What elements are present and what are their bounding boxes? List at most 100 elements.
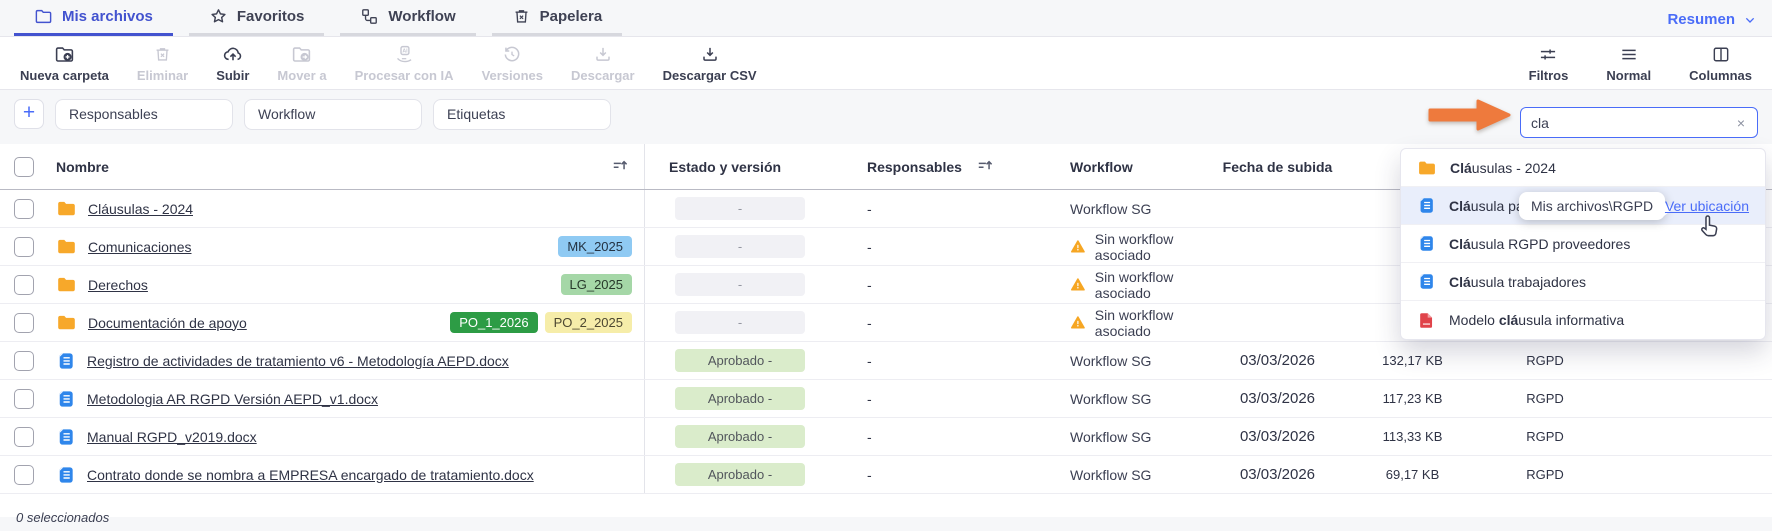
download-csv-button[interactable]: Descargar CSV (663, 44, 757, 83)
search-result-item[interactable]: Cláusula trabajadores (1401, 263, 1765, 301)
folder-icon (58, 201, 75, 216)
tab-label: Mis archivos (62, 8, 153, 25)
file-name-link[interactable]: Derechos (88, 276, 148, 293)
folder-icon (35, 9, 52, 24)
tab-bar: Mis archivos Favoritos Workflow Papelera… (0, 0, 1772, 36)
file-name-link[interactable]: Metodologia AR RGPD Versión AEPD_v1.docx (87, 390, 379, 407)
file-name-link[interactable]: Cláusulas - 2024 (88, 200, 194, 217)
folder-icon (58, 315, 75, 330)
density-icon (1621, 49, 1637, 59)
workflow-value: Workflow SG (1070, 200, 1152, 217)
tab-favoritos[interactable]: Favoritos (188, 1, 325, 36)
table-row: Comunicaciones MK_2025 - - Sin workflow … (0, 228, 1772, 266)
table-row: Contrato donde se nombra a EMPRESA encar… (0, 456, 1772, 494)
ai-process-button: Procesar con IA (355, 44, 454, 83)
ver-ubicacion-link[interactable]: Ver ubicación (1664, 197, 1749, 214)
status-badge: - (675, 273, 805, 296)
table-row: Manual RGPD_v2019.docx Aprobado - - Work… (0, 418, 1772, 456)
filters-button[interactable]: Filtros (1528, 44, 1569, 83)
responsables-value: - (867, 428, 872, 445)
row-checkbox[interactable] (14, 464, 34, 485)
tab-papelera[interactable]: Papelera (491, 1, 623, 36)
chevron-down-icon (1745, 17, 1755, 23)
rgpd-label: RGPD (1526, 353, 1564, 368)
sort-name-icon[interactable] (611, 157, 630, 176)
versions-button: Versiones (482, 44, 543, 83)
search-result-item[interactable]: Cláusula para c Mis archivos\RGPD Ver ub… (1401, 187, 1765, 237)
search-result-item[interactable]: Cláusulas - 2024 (1401, 149, 1765, 187)
workflow-value: Sin workflow asociado (1094, 230, 1174, 263)
toolbar: Nueva carpeta Eliminar Subir Mover a Pro… (0, 36, 1772, 90)
tag-badge: PO_2_2025 (544, 312, 632, 333)
header-fecha-subida: Fecha de subida (1222, 158, 1333, 175)
file-size: 113,33 KB (1382, 429, 1443, 444)
row-checkbox[interactable] (14, 198, 34, 219)
search-results-dropdown: Cláusulas - 2024 Cláusula para c Mis arc… (1400, 148, 1766, 340)
table-row: Metodologia AR RGPD Versión AEPD_v1.docx… (0, 380, 1772, 418)
search-input[interactable] (1531, 114, 1735, 131)
button-label: Procesar con IA (354, 67, 454, 83)
warning-icon (1070, 316, 1085, 329)
result-text: Cláusula trabajadores (1449, 273, 1586, 290)
toolbar-view-group: Filtros Normal Columnas (1491, 44, 1752, 83)
button-label: Descargar (571, 67, 635, 83)
workflow-value: Sin workflow asociado (1094, 268, 1174, 301)
search-result-item[interactable]: Cláusula RGPD proveedores (1401, 225, 1765, 263)
tab-label: Favoritos (236, 8, 305, 25)
move-to-icon (293, 46, 311, 62)
filter-etiquetas[interactable]: Etiquetas (433, 98, 611, 130)
new-folder-button[interactable]: Nueva carpeta (20, 44, 109, 83)
tab-mis-archivos[interactable]: Mis archivos (14, 1, 173, 36)
table-row: Cláusulas - 2024 - - Workflow SG (0, 190, 1772, 228)
resumen-label: Resumen (1667, 11, 1735, 28)
add-filter-button[interactable]: + (14, 99, 44, 129)
button-label: Columnas (1689, 67, 1752, 83)
move-to-button: Mover a (277, 44, 327, 83)
row-checkbox[interactable] (14, 274, 34, 295)
trash-icon (514, 10, 528, 23)
file-name-link[interactable]: Comunicaciones (88, 238, 192, 255)
status-badge: - (675, 197, 805, 220)
button-label: Subir (216, 67, 250, 83)
folder-icon (58, 277, 75, 292)
status-badge: Aprobado - (675, 349, 805, 372)
resumen-dropdown[interactable]: Resumen (1667, 11, 1758, 36)
file-name-link[interactable]: Documentación de apoyo (88, 314, 247, 331)
row-checkbox[interactable] (14, 388, 34, 409)
workflow-value: Workflow SG (1070, 428, 1152, 445)
filter-responsables[interactable]: Responsables (55, 98, 233, 130)
tab-label: Papelera (539, 8, 603, 25)
sort-responsables-icon[interactable] (976, 157, 995, 176)
density-button[interactable]: Normal (1606, 44, 1651, 83)
file-name-link[interactable]: Manual RGPD_v2019.docx (87, 428, 257, 445)
filter-workflow[interactable]: Workflow (244, 98, 422, 130)
header-nombre: Nombre (56, 158, 109, 175)
search-result-item[interactable]: Modelo cláusula informativa (1401, 301, 1765, 339)
doc-icon (59, 428, 74, 445)
row-checkbox[interactable] (14, 350, 34, 371)
upload-icon (223, 47, 242, 61)
pdf-icon (1419, 312, 1433, 328)
clear-search-icon[interactable]: × (1736, 114, 1745, 131)
upload-date: 03/03/2026 (1239, 390, 1316, 407)
row-checkbox[interactable] (14, 426, 34, 447)
doc-icon (1419, 273, 1434, 290)
upload-button[interactable]: Subir (216, 44, 249, 83)
file-name-link[interactable]: Contrato donde se nombra a EMPRESA encar… (87, 466, 534, 483)
file-name-link[interactable]: Registro de actividades de tratamiento v… (87, 352, 509, 369)
select-all-checkbox[interactable] (14, 156, 34, 177)
row-checkbox[interactable] (14, 236, 34, 257)
header-estado: Estado y versión (669, 158, 782, 175)
responsables-value: - (867, 238, 872, 255)
button-label: Filtros (1528, 67, 1569, 83)
tab-workflow[interactable]: Workflow (340, 1, 476, 36)
responsables-value: - (867, 200, 872, 217)
ai-process-icon (396, 45, 412, 62)
button-label: Mover a (277, 67, 327, 83)
new-folder-icon (55, 46, 74, 62)
rgpd-label: RGPD (1526, 467, 1564, 482)
columns-button[interactable]: Columnas (1689, 44, 1752, 83)
workflow-value: Workflow SG (1070, 466, 1152, 483)
row-checkbox[interactable] (14, 312, 34, 333)
doc-icon (1419, 197, 1434, 214)
